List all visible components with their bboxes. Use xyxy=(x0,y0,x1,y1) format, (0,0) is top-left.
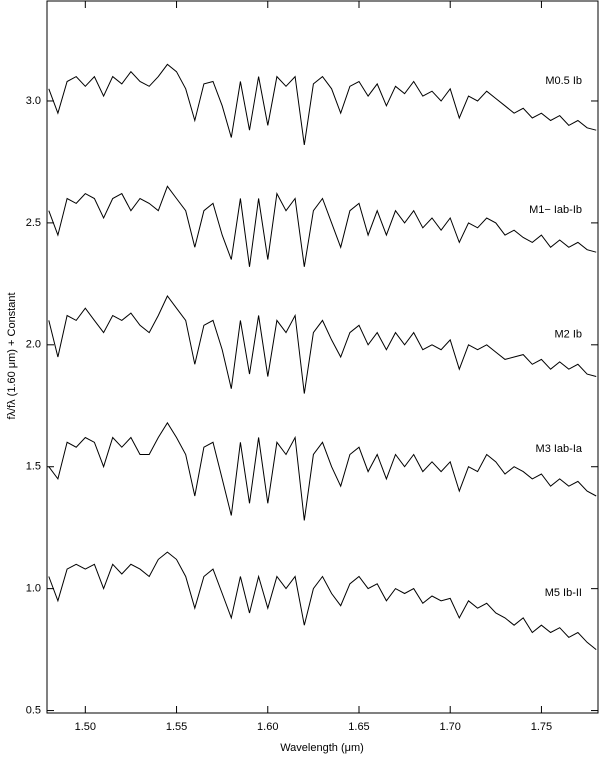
y-tick-label: 3.0 xyxy=(26,95,41,107)
y-tick-label: 2.0 xyxy=(26,339,41,351)
x-tick-label: 1.60 xyxy=(257,721,278,733)
spectrum-line xyxy=(48,295,597,394)
x-tick-label: 1.70 xyxy=(440,721,461,733)
plot-frame xyxy=(46,0,599,714)
spectrum-line xyxy=(48,421,597,521)
y-tick-label: 1.5 xyxy=(26,461,41,473)
series-label: M0.5 Ib xyxy=(545,75,582,87)
x-tick-label: 1.55 xyxy=(166,721,187,733)
series-label: M2 Ib xyxy=(554,328,582,340)
x-tick-label: 1.65 xyxy=(348,721,369,733)
y-tick-label: 2.5 xyxy=(26,217,41,229)
x-axis-label: Wavelength (μm) xyxy=(280,742,364,754)
y-tick-label: 0.5 xyxy=(26,704,41,716)
spectrum-line xyxy=(48,63,597,145)
y-tick-label: 1.0 xyxy=(26,583,41,595)
x-tick-label: 1.75 xyxy=(531,721,552,733)
series-label: M5 Ib-II xyxy=(545,587,582,599)
series-label: M3 Iab-Ia xyxy=(536,443,583,455)
x-tick-label: 1.50 xyxy=(75,721,96,733)
y-axis-label: fλ/fλ (1.60 μm) + Constant xyxy=(6,292,18,419)
spectrum-line xyxy=(48,551,597,650)
series-label: M1− Iab-Ib xyxy=(529,204,582,216)
spectrum-line xyxy=(48,185,597,267)
